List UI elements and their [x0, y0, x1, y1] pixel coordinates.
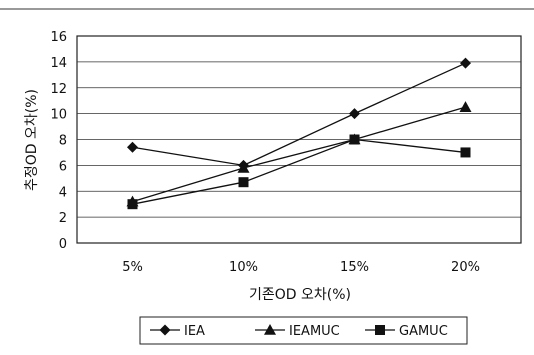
series-layer — [126, 57, 472, 210]
series-line — [132, 138, 466, 205]
legend-item-gamuc: GAMUC — [365, 324, 448, 339]
data-point — [459, 101, 472, 112]
y-tick-label: 14 — [50, 56, 67, 71]
legend-item-iea: IEA — [150, 324, 205, 339]
series-gamuc — [127, 134, 471, 210]
x-axis-title: 기존OD 오차(%) — [249, 287, 351, 303]
y-axis-ticks: 0 2 4 6 8 10 12 14 16 — [50, 30, 67, 252]
gridlines — [77, 61, 521, 218]
data-point — [460, 57, 471, 69]
y-tick-label: 2 — [59, 211, 67, 226]
y-tick-label: 6 — [59, 159, 67, 174]
y-tick-label: 10 — [50, 108, 67, 123]
data-point — [349, 108, 360, 120]
legend-marker — [159, 324, 171, 336]
x-axis-ticks: 5% 10% 15% 20% — [122, 260, 480, 275]
legend-marker — [375, 325, 385, 335]
legend: IEA IEAMUC GAMUC — [150, 324, 448, 339]
data-point — [349, 134, 360, 145]
data-point — [127, 199, 138, 210]
x-tick-label: 20% — [451, 260, 480, 275]
series-line — [132, 106, 466, 203]
data-point — [238, 177, 249, 188]
data-point — [127, 141, 138, 153]
series-ieamuc — [126, 101, 472, 207]
legend-marker — [264, 324, 276, 335]
y-tick-label: 0 — [59, 237, 67, 252]
data-point — [237, 161, 250, 173]
y-tick-label: 8 — [59, 134, 67, 149]
x-tick-label: 5% — [122, 260, 143, 275]
legend-label: GAMUC — [399, 324, 448, 339]
legend-label: IEA — [184, 324, 205, 339]
y-tick-label: 12 — [50, 82, 67, 97]
legend-item-ieamuc: IEAMUC — [255, 324, 340, 339]
y-tick-label: 16 — [50, 30, 67, 45]
legend-label: IEAMUC — [289, 324, 340, 339]
x-tick-label: 10% — [229, 260, 258, 275]
legend-box — [139, 316, 468, 345]
series-line — [132, 62, 466, 167]
y-axis-title: 추정OD 오차(%) — [24, 89, 40, 191]
y-tick-label: 4 — [59, 185, 67, 200]
data-point — [460, 147, 471, 158]
x-tick-label: 15% — [340, 260, 369, 275]
